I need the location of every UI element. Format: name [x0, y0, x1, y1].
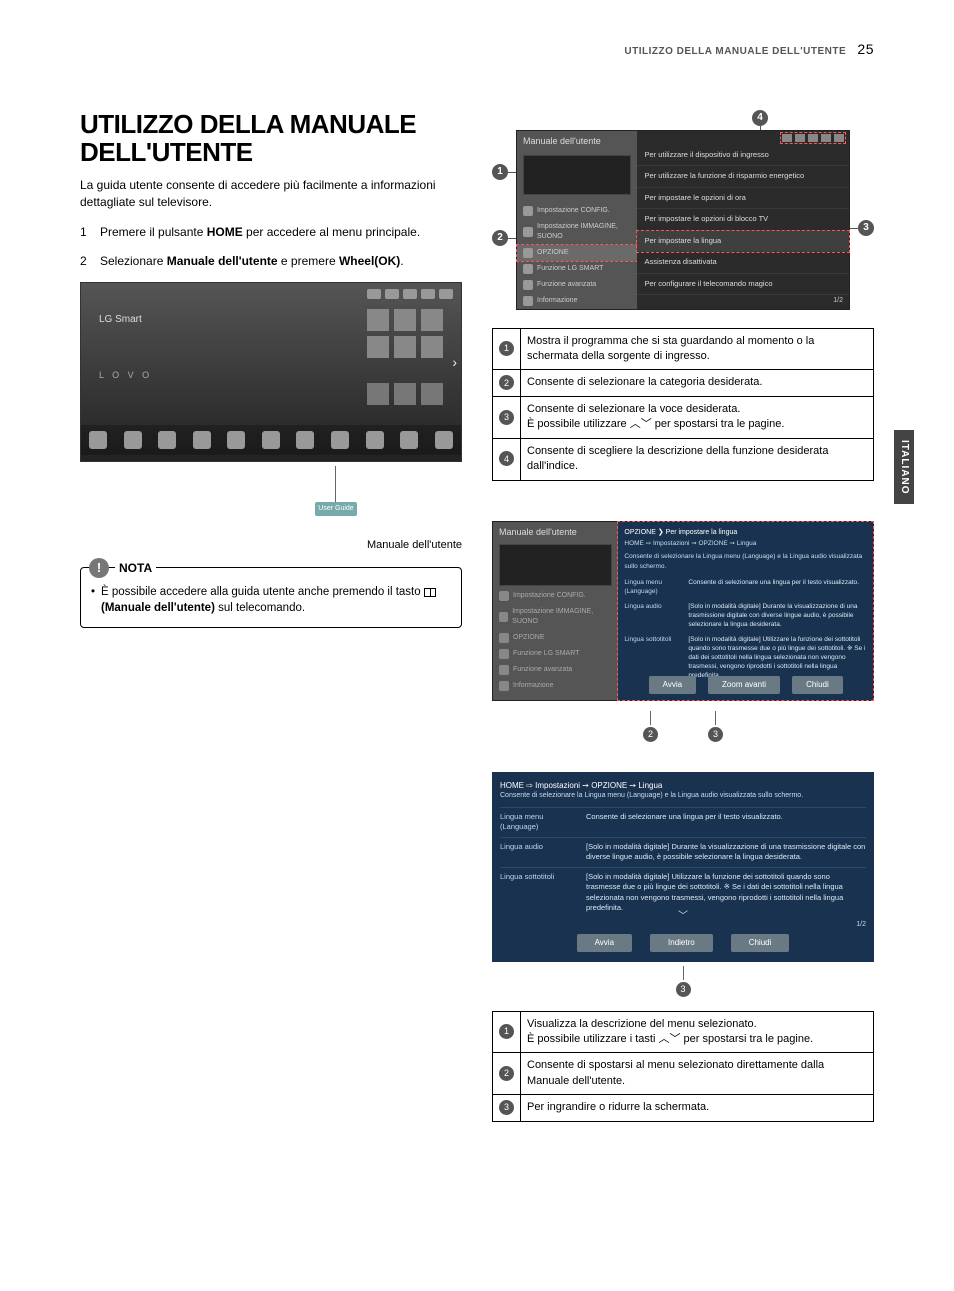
callout-3: 3 — [858, 220, 874, 236]
num-2: 2 — [499, 375, 514, 390]
list-item[interactable]: Per impostare la lingua — [637, 231, 849, 253]
step-2: Selezionare Manuale dell'utente e premer… — [80, 253, 462, 270]
indietro-button[interactable]: Indietro — [650, 934, 713, 951]
language-tab: ITALIANO — [894, 430, 914, 504]
num-1b: 1 — [499, 1024, 514, 1039]
preview-area — [523, 155, 631, 195]
chevron-right-icon: › — [452, 353, 457, 373]
legend-row: Consente di scegliere la descrizione del… — [521, 438, 874, 480]
page-indicator: 1/2 — [856, 920, 866, 930]
ui-side-title: Manuale dell'utente — [517, 131, 637, 152]
chevron-down-icon[interactable]: ﹀ — [678, 910, 688, 924]
home-screenshot: LG Smart L O V O › — [80, 282, 462, 462]
legend-row: Consente di selezionare la categoria des… — [521, 370, 874, 397]
preview-area — [499, 544, 612, 586]
side-item[interactable]: OPZIONE — [493, 630, 618, 646]
chiudi-button[interactable]: Chiudi — [731, 934, 790, 951]
manual-ui-detail: Manuale dell'utente Impostazione CONFIG.… — [492, 521, 874, 701]
detail-row: Lingua audio[Solo in modalità digitale] … — [624, 599, 867, 632]
callout-3b: 3 — [708, 727, 723, 742]
side-item[interactable]: Funzione LG SMART — [517, 261, 637, 277]
legend-row: Per ingrandire o ridurre la schermata. — [521, 1095, 874, 1122]
list-item[interactable]: Per configurare il telecomando magico — [637, 274, 849, 296]
step-1: Premere il pulsante HOME per accedere al… — [80, 224, 462, 241]
side-item[interactable]: Funzione avanzata — [517, 277, 637, 293]
side-item[interactable]: OPZIONE — [517, 245, 637, 261]
header-section: UTILIZZO DELLA MANUALE DELL'UTENTE — [624, 46, 846, 57]
legend-row: Consente di selezionare la voce desidera… — [521, 396, 874, 438]
side-item[interactable]: Informazione — [517, 293, 637, 309]
legend-row: Visualizza la descrizione del menu selez… — [521, 1011, 874, 1053]
chiudi-button[interactable]: Chiudi — [792, 676, 843, 693]
detail-row: Lingua audio[Solo in modalità digitale] … — [500, 837, 866, 867]
updown-icon: ︿﹀ — [658, 1033, 680, 1045]
legend-row: Mostra il programma che si sta guardando… — [521, 328, 874, 370]
legend-table-2: 1 Visualizza la descrizione del menu sele… — [492, 1011, 874, 1122]
updown-icon: ︿﹀ — [630, 418, 652, 430]
logo-text: LG Smart — [99, 313, 142, 327]
manual-ui-zoom: HOME ⇨ Impostazioni ➙ OPZIONE ➙ Lingua C… — [492, 772, 874, 962]
side-item[interactable]: Informazione — [493, 678, 618, 694]
page-title: UTILIZZO DELLA MANUALE DELL'UTENTE — [80, 110, 462, 167]
decorative-text: L O V O — [99, 369, 152, 382]
avvia-button[interactable]: Avvia — [577, 934, 632, 951]
list-item[interactable]: Assistenza disattivata — [637, 252, 849, 274]
book-icon — [424, 588, 436, 597]
detail-row: Lingua menu (Language)Consente di selezi… — [500, 807, 866, 837]
detail-row: Lingua menu (Language)Consente di selezi… — [624, 575, 867, 599]
callout-2: 2 — [492, 230, 508, 246]
path-text: HOME ⇨ Impostazioni ➙ OPZIONE ➙ Lingua — [624, 539, 867, 548]
top-toolbar[interactable] — [781, 133, 845, 143]
page-header: UTILIZZO DELLA MANUALE DELL'UTENTE 25 — [80, 40, 874, 60]
num-4: 4 — [499, 451, 514, 466]
callout-1: 1 — [492, 164, 508, 180]
desc-text: Consente di selezionare la Lingua menu (… — [624, 552, 867, 570]
page-indicator: 1/2 — [833, 296, 843, 306]
callout-3c: 3 — [676, 982, 691, 997]
legend-row: Consente di spostarsi al menu selezionat… — [521, 1053, 874, 1095]
side-item[interactable]: Impostazione CONFIG. — [517, 203, 637, 219]
note-item: È possibile accedere alla guida utente a… — [91, 584, 451, 616]
desc-text: Consente di selezionare la Lingua menu (… — [500, 791, 866, 801]
num-2b: 2 — [499, 1066, 514, 1081]
side-item[interactable]: Impostazione IMMAGINE, SUONO — [517, 219, 637, 245]
side-item[interactable]: Impostazione IMMAGINE, SUONO — [493, 604, 618, 630]
num-3: 3 — [499, 410, 514, 425]
zoom-button[interactable]: Zoom avanti — [708, 676, 780, 693]
page-number: 25 — [857, 41, 874, 57]
note-icon: ! — [89, 558, 109, 578]
breadcrumb: OPZIONE ❯ Per impostare la lingua — [624, 528, 867, 538]
ui-side-title: Manuale dell'utente — [493, 522, 618, 543]
leader-line: User Guide — [80, 466, 462, 536]
intro-text: La guida utente consente di accedere più… — [80, 177, 462, 211]
num-3b: 3 — [499, 1100, 514, 1115]
avvia-button[interactable]: Avvia — [649, 676, 696, 693]
list-item[interactable]: Per utilizzare la funzione di risparmio … — [637, 166, 849, 188]
callout-2b: 2 — [643, 727, 658, 742]
screenshot-caption: Manuale dell'utente — [80, 538, 462, 553]
note-label: NOTA — [115, 560, 156, 577]
list-item[interactable]: Per impostare le opzioni di ora — [637, 188, 849, 210]
list-item[interactable]: Per impostare le opzioni di blocco TV — [637, 209, 849, 231]
callout-4: 4 — [752, 110, 768, 126]
note-box: ! NOTA È possibile accedere alla guida u… — [80, 567, 462, 627]
list-item[interactable]: Per utilizzare il dispositivo di ingress… — [637, 145, 849, 167]
user-guide-badge: User Guide — [315, 502, 357, 516]
manual-ui-overview: 1 2 3 4 Manuale dell'utente Impostazione… — [492, 110, 874, 310]
side-item[interactable]: Funzione LG SMART — [493, 646, 618, 662]
legend-table-1: 1 Mostra il programma che si sta guardand… — [492, 328, 874, 481]
path-text: HOME ⇨ Impostazioni ➙ OPZIONE ➙ Lingua — [500, 780, 866, 791]
side-item[interactable]: Funzione avanzata — [493, 662, 618, 678]
num-1: 1 — [499, 341, 514, 356]
side-item[interactable]: Impostazione CONFIG. — [493, 588, 618, 604]
